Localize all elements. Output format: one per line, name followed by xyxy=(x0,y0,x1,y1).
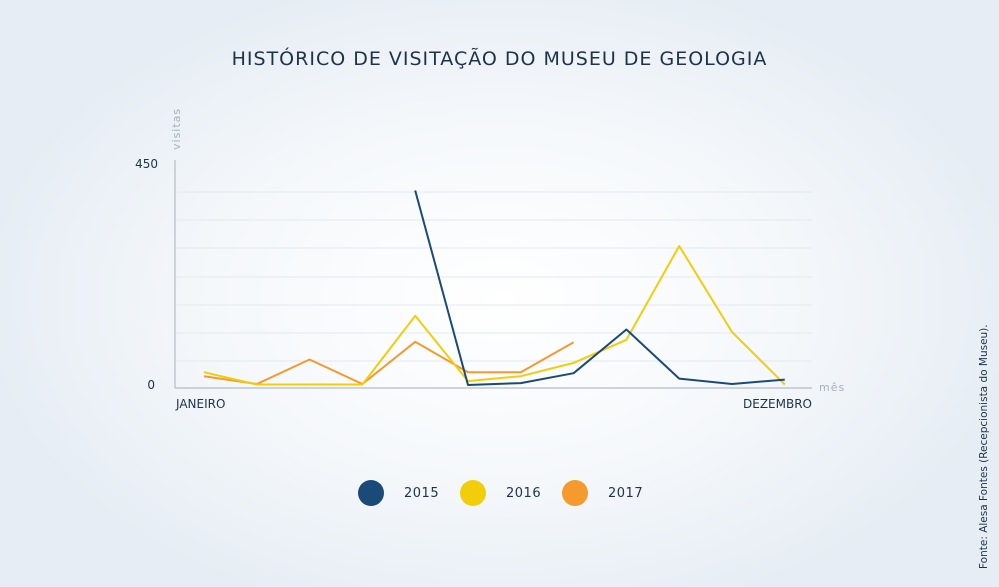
series-line-2016 xyxy=(203,245,786,386)
x-tick-label-first: JANEIRO xyxy=(175,397,225,411)
axes xyxy=(174,160,812,389)
series-line-2015 xyxy=(414,190,785,386)
legend-item-1: 2016 xyxy=(460,478,541,508)
chart-title: HISTÓRICO DE VISITAÇÃO DO MUSEU DE GEOLO… xyxy=(231,48,768,70)
y-tick-label-max: 450 xyxy=(135,157,158,171)
legend-swatch xyxy=(562,480,588,506)
series-layer xyxy=(203,190,786,386)
y-tick-label-min: 0 xyxy=(147,378,155,392)
y-axis-label: visitas xyxy=(170,108,183,150)
legend-item-2: 2017 xyxy=(562,478,643,508)
x-axis-label: mês xyxy=(819,381,845,394)
legend-swatch xyxy=(358,480,384,506)
x-tick-label-last: DEZEMBRO xyxy=(743,397,812,411)
legend-label: 2016 xyxy=(506,485,542,501)
legend: 2015 2016 2017 xyxy=(0,478,999,510)
legend-label: 2017 xyxy=(608,485,644,501)
legend-label: 2015 xyxy=(404,485,440,501)
legend-item-0: 2015 xyxy=(358,478,439,508)
grid-lines xyxy=(176,191,812,362)
legend-swatch xyxy=(460,480,486,506)
source-note: Fonte: Alesa Fontes (Recepcionista do Mu… xyxy=(978,324,990,569)
series-line-2017 xyxy=(203,340,575,385)
